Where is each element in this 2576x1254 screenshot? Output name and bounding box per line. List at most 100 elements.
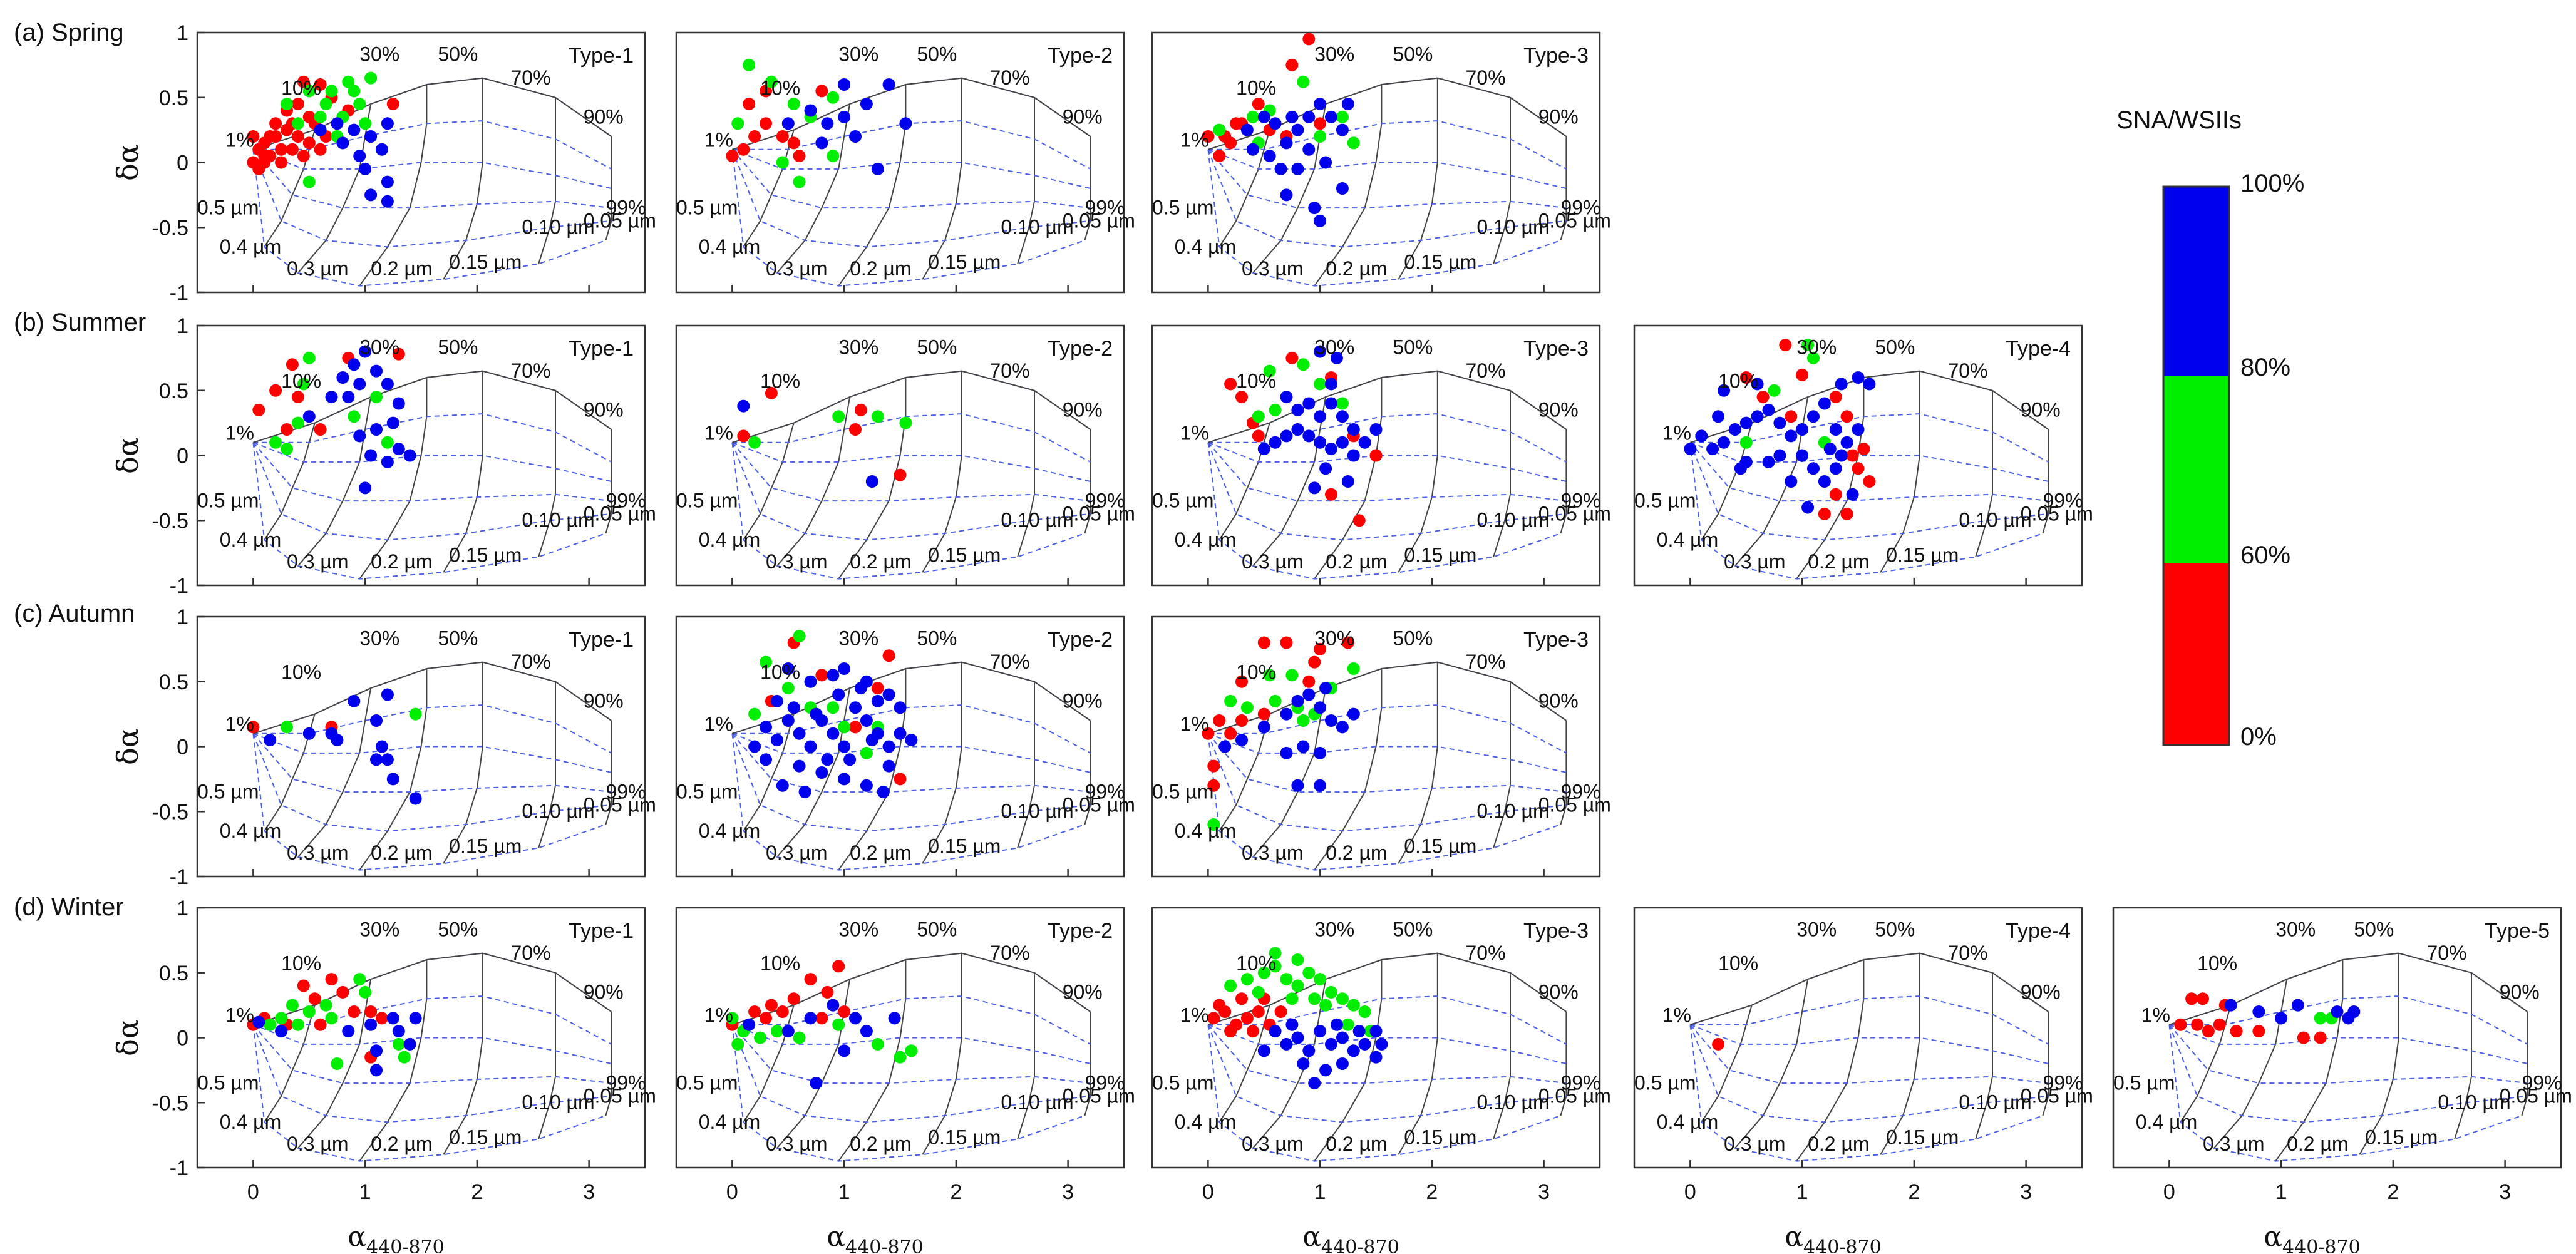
data-point [1297, 358, 1310, 371]
x-tick-label: 3 [583, 1180, 595, 1204]
x-tick-label: 1 [1796, 1180, 1808, 1204]
data-point [1285, 351, 1299, 364]
data-point [798, 786, 811, 799]
data-point [392, 347, 405, 361]
data-point [2252, 1005, 2265, 1018]
colorbar-segment-blue [2163, 187, 2229, 376]
data-point [1280, 636, 1293, 649]
rf-label: 0.2 µm [2287, 1133, 2348, 1155]
data-point [1336, 1057, 1349, 1070]
data-point [1269, 436, 1282, 449]
data-point [1829, 462, 1842, 475]
data-point [291, 1018, 304, 1031]
data-point [1314, 973, 1327, 986]
rf-curve [731, 733, 1091, 832]
data-point [1280, 746, 1293, 759]
rf-curve [731, 149, 1091, 248]
rf-label: 0.15 µm [928, 835, 1001, 858]
panel-type-label: Type-3 [1523, 44, 1589, 68]
rf-curve [252, 1024, 612, 1123]
rf-label: 0.05 µm [2021, 1084, 2093, 1107]
eta-envelope [252, 370, 612, 444]
data-point [1213, 123, 1226, 136]
rf-curve [731, 442, 1085, 580]
data-point [269, 436, 282, 449]
eta-curve [443, 953, 483, 1155]
data-point [871, 694, 884, 707]
data-point [793, 759, 806, 773]
data-point [843, 753, 857, 766]
rf-curve [732, 441, 1091, 482]
eta-curve [922, 953, 962, 1155]
eta-label: 1% [1180, 422, 1209, 445]
eta-label: 50% [438, 336, 478, 359]
eta-label: 10% [760, 661, 800, 684]
rf-curve [732, 148, 1091, 189]
data-point [392, 1025, 405, 1038]
eta-label: 99% [1560, 781, 1600, 803]
data-point [319, 98, 332, 111]
rf-curve [1207, 149, 1567, 209]
data-point [1314, 345, 1327, 358]
panel-type-label: Type-2 [1048, 628, 1113, 652]
rf-curve [252, 149, 612, 248]
eta-curve [1084, 1012, 1091, 1116]
data-point [314, 123, 327, 136]
data-point [1291, 162, 1304, 175]
data-point [1285, 1018, 1299, 1031]
rf-curve [2168, 1024, 2528, 1084]
data-point [1285, 992, 1299, 1005]
eta-label: 90% [2021, 980, 2061, 1003]
data-point [291, 391, 304, 404]
eta-curve [1084, 721, 1091, 825]
data-point [1302, 110, 1316, 123]
eta-curve [297, 979, 372, 1149]
rf-label: 0.3 µm [287, 841, 348, 864]
eta-label: 50% [2354, 918, 2394, 941]
data-point [1280, 973, 1293, 986]
data-point [827, 701, 840, 714]
data-point [1325, 488, 1337, 501]
eta-label: 99% [2043, 490, 2083, 512]
rf-curve [252, 733, 606, 871]
data-point [726, 150, 739, 163]
eta-curve [443, 78, 483, 280]
data-point [269, 384, 282, 397]
y-axis-label: δα [111, 728, 145, 765]
panel-type-label: Type-1 [569, 919, 634, 943]
data-point [281, 721, 293, 734]
panel-type-label: Type-5 [2485, 919, 2550, 943]
data-point [1207, 759, 1220, 773]
eta-curve [922, 662, 962, 864]
panel-2-1: 1% 10% 30% 50% 70% 90% 99% 0.5 µm 0.4 µm 0.3 µm 0.… [675, 615, 1135, 878]
data-point [370, 1044, 383, 1057]
rf-label: 0.15 µm [449, 251, 522, 274]
colorbar-segment-green [2163, 376, 2229, 563]
y-axis-label: δα [111, 437, 145, 474]
data-point [871, 162, 884, 175]
data-point [1695, 429, 1708, 443]
rf-label: 0.5 µm [1152, 490, 1213, 512]
data-point [297, 979, 310, 992]
data-point [381, 175, 394, 188]
data-point [815, 669, 828, 682]
data-point [258, 150, 271, 163]
rf-label: 0.4 µm [1657, 1111, 1718, 1133]
eta-curve [1314, 378, 1383, 580]
rf-curve [1207, 442, 1567, 541]
data-point [787, 98, 800, 111]
data-point [1341, 1018, 1354, 1031]
data-point [810, 707, 823, 721]
data-point [1252, 410, 1265, 423]
panel-type-label: Type-1 [569, 628, 634, 652]
data-point [804, 104, 817, 117]
data-point [1257, 110, 1270, 123]
panel-3-1: 1% 10% 30% 50% 70% 90% 99% 0.5 µm 0.4 µm 0.3 µm 0.… [675, 907, 1135, 1254]
rf-label: 0.5 µm [1152, 1072, 1213, 1094]
rf-curve [1689, 442, 2043, 580]
data-point [314, 143, 327, 156]
eta-label: 30% [1796, 918, 1837, 941]
eta-label: 90% [584, 980, 624, 1003]
data-point [302, 85, 316, 98]
data-point [821, 753, 834, 766]
